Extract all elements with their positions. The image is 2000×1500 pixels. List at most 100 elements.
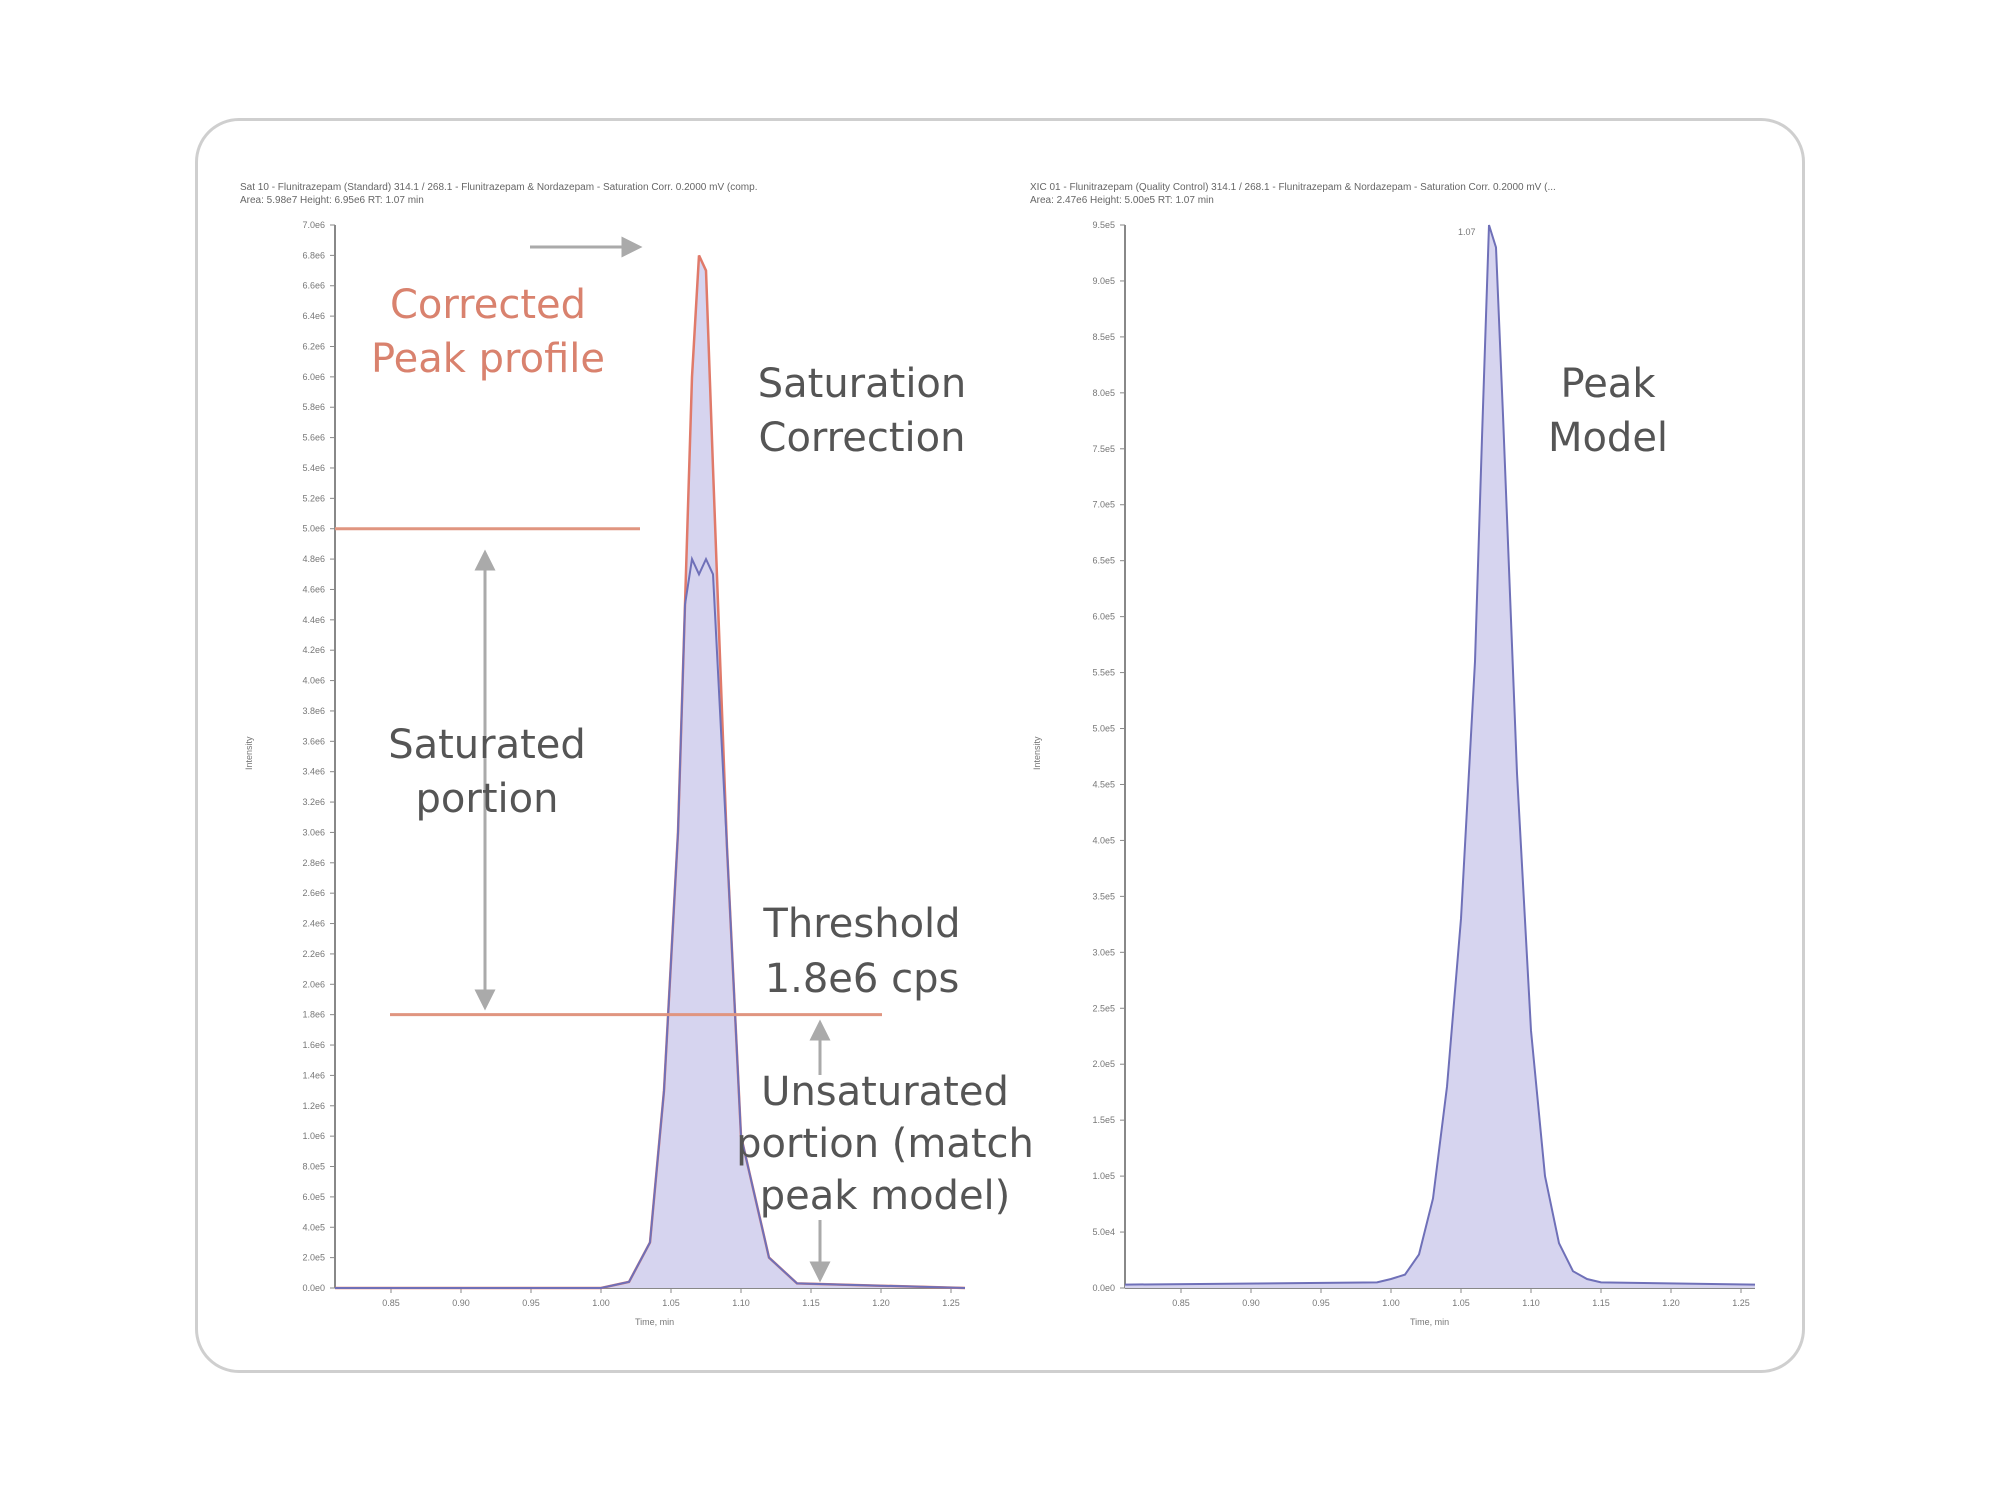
right-x-tick-label: 1.10: [1522, 1298, 1540, 1308]
right-x-tick-label: 1.20: [1662, 1298, 1680, 1308]
left-saturated-line: [335, 555, 966, 1289]
right-y-tick-label: 2.0e5: [1092, 1059, 1115, 1069]
left-y-tick-label: 6.6e6: [302, 281, 325, 291]
right-y-tick-label: 8.5e5: [1092, 332, 1115, 342]
left-y-tick-label: 4.0e6: [302, 676, 325, 686]
right-y-tick-label: 5.0e4: [1092, 1227, 1115, 1237]
right-y-axis-label: Intensity: [1032, 736, 1042, 770]
left-y-tick-label: 6.0e5: [302, 1192, 325, 1202]
left-y-tick-label: 2.4e6: [302, 919, 325, 929]
right-x-tick-label: 0.85: [1172, 1298, 1190, 1308]
left-y-tick-label: 3.0e6: [302, 827, 325, 837]
left-plot-area: [335, 254, 966, 1290]
left-y-tick-label: 5.0e6: [302, 524, 325, 534]
right-y-tick-label: 0.0e0: [1092, 1283, 1115, 1293]
left-y-tick-label: 1.4e6: [302, 1070, 325, 1080]
right-x-tick-label: 1.15: [1592, 1298, 1610, 1308]
right-y-tick-label: 6.5e5: [1092, 556, 1115, 566]
left-x-tick-label: 1.20: [872, 1298, 890, 1308]
left-y-tick-label: 4.6e6: [302, 584, 325, 594]
left-x-tick-label: 1.00: [592, 1298, 610, 1308]
right-y-tick-label: 1.0e5: [1092, 1171, 1115, 1181]
threshold-label-line-1: Threshold: [762, 901, 960, 947]
right-y-tick-label: 4.5e5: [1092, 779, 1115, 789]
left-y-axis-label: Intensity: [244, 736, 254, 770]
corrected-peak-label-line-2: Peak profile: [371, 336, 605, 382]
threshold-label-line-2: 1.8e6 cps: [765, 956, 960, 1002]
right-plot-area: [1124, 224, 1756, 1288]
left-header-line-1: Sat 10 - Flunitrazepam (Standard) 314.1 …: [240, 182, 757, 193]
left-y-tick-label: 2.0e5: [302, 1253, 325, 1263]
left-y-tick-label: 1.6e6: [302, 1040, 325, 1050]
left-y-tick-label: 6.2e6: [302, 341, 325, 351]
right-y-tick-label: 1.5e5: [1092, 1115, 1115, 1125]
left-y-tick-label: 2.6e6: [302, 888, 325, 898]
right-peak-model-area: [1125, 225, 1755, 1288]
right-x-tick-label: 0.90: [1242, 1298, 1260, 1308]
left-x-tick-label: 1.10: [732, 1298, 750, 1308]
saturated-portion-label-line-2: portion: [416, 776, 559, 822]
left-y-tick-label: 4.0e5: [302, 1222, 325, 1232]
right-y-tick-label: 7.0e5: [1092, 500, 1115, 510]
left-y-tick-label: 6.8e6: [302, 250, 325, 260]
left-x-axis-label: Time, min: [635, 1317, 674, 1327]
unsaturated-label-line-1: Unsaturated: [761, 1069, 1009, 1115]
right-x-tick-label: 1.00: [1382, 1298, 1400, 1308]
left-y-tick-label: 4.2e6: [302, 645, 325, 655]
right-y-tick-label: 5.0e5: [1092, 724, 1115, 734]
unsaturated-label-line-2: portion (match: [736, 1121, 1034, 1167]
right-y-tick-label: 3.5e5: [1092, 891, 1115, 901]
left-y-tick-label: 0.0e0: [302, 1283, 325, 1293]
left-x-tick-label: 1.05: [662, 1298, 680, 1308]
right-y-tick-label: 9.0e5: [1092, 276, 1115, 286]
left-y-tick-label: 3.2e6: [302, 797, 325, 807]
right-y-tick-label: 8.0e5: [1092, 388, 1115, 398]
left-y-tick-label: 4.4e6: [302, 615, 325, 625]
left-y-tick-label: 2.2e6: [302, 949, 325, 959]
right-x-tick-label: 0.95: [1312, 1298, 1330, 1308]
left-y-tick-label: 3.8e6: [302, 706, 325, 716]
left-chart-panel: Sat 10 - Flunitrazepam (Standard) 314.1 …: [240, 182, 1034, 1327]
left-y-tick-label: 3.4e6: [302, 767, 325, 777]
right-x-tick-label: 1.05: [1452, 1298, 1470, 1308]
left-x-tick-label: 1.15: [802, 1298, 820, 1308]
right-header-line-1: XIC 01 - Flunitrazepam (Quality Control)…: [1030, 182, 1556, 193]
left-y-tick-label: 2.0e6: [302, 979, 325, 989]
left-x-tick-label: 0.95: [522, 1298, 540, 1308]
left-y-tick-label: 5.6e6: [302, 433, 325, 443]
left-y-tick-label: 5.2e6: [302, 493, 325, 503]
saturated-portion-label-line-1: Saturated: [388, 722, 586, 768]
right-y-tick-label: 3.0e5: [1092, 947, 1115, 957]
left-y-tick-label: 6.0e6: [302, 372, 325, 382]
right-y-tick-label: 6.0e5: [1092, 612, 1115, 622]
left-y-tick-label: 4.8e6: [302, 554, 325, 564]
right-y-tick-label: 9.5e5: [1092, 220, 1115, 230]
right-peak-rt-label: 1.07: [1458, 227, 1476, 237]
right-x-tick-label: 1.25: [1732, 1298, 1750, 1308]
left-x-tick-label: 1.25: [942, 1298, 960, 1308]
left-header-line-2: Area: 5.98e7 Height: 6.95e6 RT: 1.07 min: [240, 195, 424, 206]
left-y-tick-label: 6.4e6: [302, 311, 325, 321]
saturation-correction-label-line-1: Saturation: [758, 361, 967, 407]
unsaturated-label-line-3: peak model): [760, 1173, 1011, 1219]
left-y-tick-label: 1.0e6: [302, 1131, 325, 1141]
left-y-tick-label: 5.4e6: [302, 463, 325, 473]
left-y-tick-label: 5.8e6: [302, 402, 325, 412]
right-header-line-2: Area: 2.47e6 Height: 5.00e5 RT: 1.07 min: [1030, 195, 1214, 206]
right-y-tick-label: 4.0e5: [1092, 835, 1115, 845]
right-y-tick-label: 7.5e5: [1092, 444, 1115, 454]
right-y-tick-label: 2.5e5: [1092, 1003, 1115, 1013]
right-axis-ticks: 0.0e0 5.0e4 1.0e5 1.5e5 2.0e5 2.5e5 3.0e5 3.5e5…: [1092, 220, 1755, 1308]
peak-model-label-line-2: Model: [1548, 415, 1668, 461]
left-y-tick-label: 2.8e6: [302, 858, 325, 868]
left-x-tick-label: 0.90: [452, 1298, 470, 1308]
left-y-tick-label: 7.0e6: [302, 220, 325, 230]
right-x-axis-label: Time, min: [1410, 1317, 1449, 1327]
left-y-tick-label: 1.8e6: [302, 1010, 325, 1020]
corrected-peak-label-line-1: Corrected: [390, 282, 586, 328]
right-chart-panel: XIC 01 - Flunitrazepam (Quality Control)…: [1030, 182, 1756, 1327]
left-y-tick-label: 3.6e6: [302, 736, 325, 746]
saturation-correction-label-line-2: Correction: [759, 415, 966, 461]
left-x-tick-label: 0.85: [382, 1298, 400, 1308]
